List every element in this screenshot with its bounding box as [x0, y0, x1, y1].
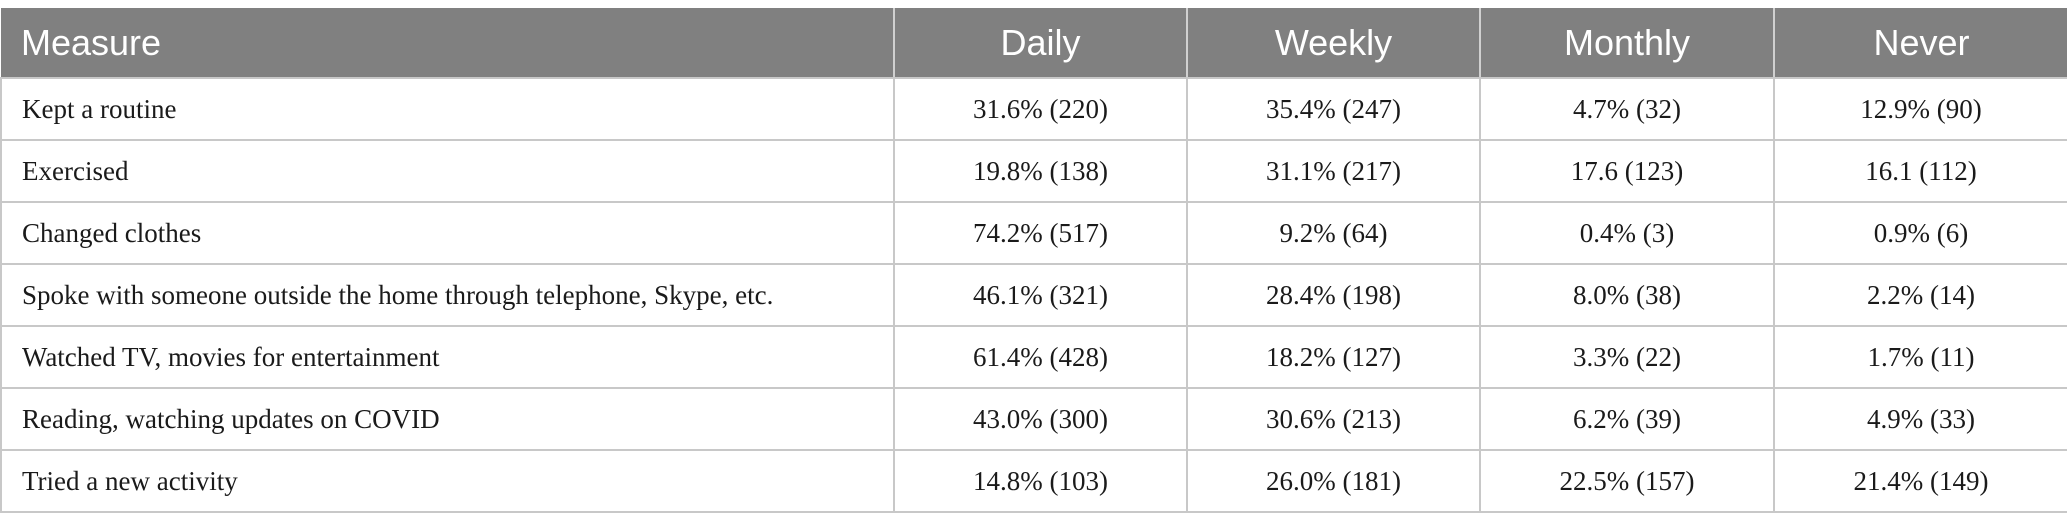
header-daily: Daily [894, 8, 1188, 79]
cell-weekly: 35.4% (247) [1187, 78, 1481, 141]
cell-weekly: 18.2% (127) [1187, 326, 1481, 389]
cell-never: 4.9% (33) [1774, 388, 2067, 451]
cell-monthly: 17.6 (123) [1480, 140, 1775, 203]
cell-never: 0.9% (6) [1774, 202, 2067, 265]
table-row: Changed clothes 74.2% (517) 9.2% (64) 0.… [0, 202, 2067, 265]
data-table-container: Measure Daily Weekly Monthly Never Kept … [0, 8, 2067, 513]
header-weekly: Weekly [1187, 8, 1481, 79]
activity-frequency-table: Measure Daily Weekly Monthly Never Kept … [0, 8, 2067, 513]
cell-never: 21.4% (149) [1774, 450, 2067, 513]
table-row: Spoke with someone outside the home thro… [0, 264, 2067, 327]
cell-monthly: 4.7% (32) [1480, 78, 1775, 141]
cell-never: 1.7% (11) [1774, 326, 2067, 389]
row-measure-label: Watched TV, movies for entertainment [0, 326, 895, 389]
cell-weekly: 26.0% (181) [1187, 450, 1481, 513]
cell-monthly: 0.4% (3) [1480, 202, 1775, 265]
table-row: Exercised 19.8% (138) 31.1% (217) 17.6 (… [0, 140, 2067, 203]
cell-daily: 43.0% (300) [894, 388, 1188, 451]
cell-monthly: 8.0% (38) [1480, 264, 1775, 327]
row-measure-label: Kept a routine [0, 78, 895, 141]
table-row: Reading, watching updates on COVID 43.0%… [0, 388, 2067, 451]
cell-never: 12.9% (90) [1774, 78, 2067, 141]
cell-daily: 14.8% (103) [894, 450, 1188, 513]
header-row: Measure Daily Weekly Monthly Never [1, 8, 2067, 79]
cell-monthly: 22.5% (157) [1480, 450, 1775, 513]
cell-weekly: 28.4% (198) [1187, 264, 1481, 327]
row-measure-label: Tried a new activity [0, 450, 895, 513]
cell-daily: 61.4% (428) [894, 326, 1188, 389]
cell-weekly: 9.2% (64) [1187, 202, 1481, 265]
header-never: Never [1774, 8, 2067, 79]
table-header: Measure Daily Weekly Monthly Never [1, 8, 2067, 79]
table-body: Kept a routine 31.6% (220) 35.4% (247) 4… [0, 78, 2067, 513]
cell-monthly: 6.2% (39) [1480, 388, 1775, 451]
row-measure-label: Exercised [0, 140, 895, 203]
table-row: Tried a new activity 14.8% (103) 26.0% (… [0, 450, 2067, 513]
cell-daily: 74.2% (517) [894, 202, 1188, 265]
cell-weekly: 30.6% (213) [1187, 388, 1481, 451]
cell-daily: 31.6% (220) [894, 78, 1188, 141]
cell-never: 16.1 (112) [1774, 140, 2067, 203]
row-measure-label: Reading, watching updates on COVID [0, 388, 895, 451]
header-monthly: Monthly [1480, 8, 1775, 79]
row-measure-label: Changed clothes [0, 202, 895, 265]
row-measure-label: Spoke with someone outside the home thro… [0, 264, 895, 327]
cell-never: 2.2% (14) [1774, 264, 2067, 327]
cell-daily: 19.8% (138) [894, 140, 1188, 203]
header-measure: Measure [1, 8, 895, 79]
cell-monthly: 3.3% (22) [1480, 326, 1775, 389]
cell-weekly: 31.1% (217) [1187, 140, 1481, 203]
table-row: Kept a routine 31.6% (220) 35.4% (247) 4… [0, 78, 2067, 141]
cell-daily: 46.1% (321) [894, 264, 1188, 327]
table-row: Watched TV, movies for entertainment 61.… [0, 326, 2067, 389]
